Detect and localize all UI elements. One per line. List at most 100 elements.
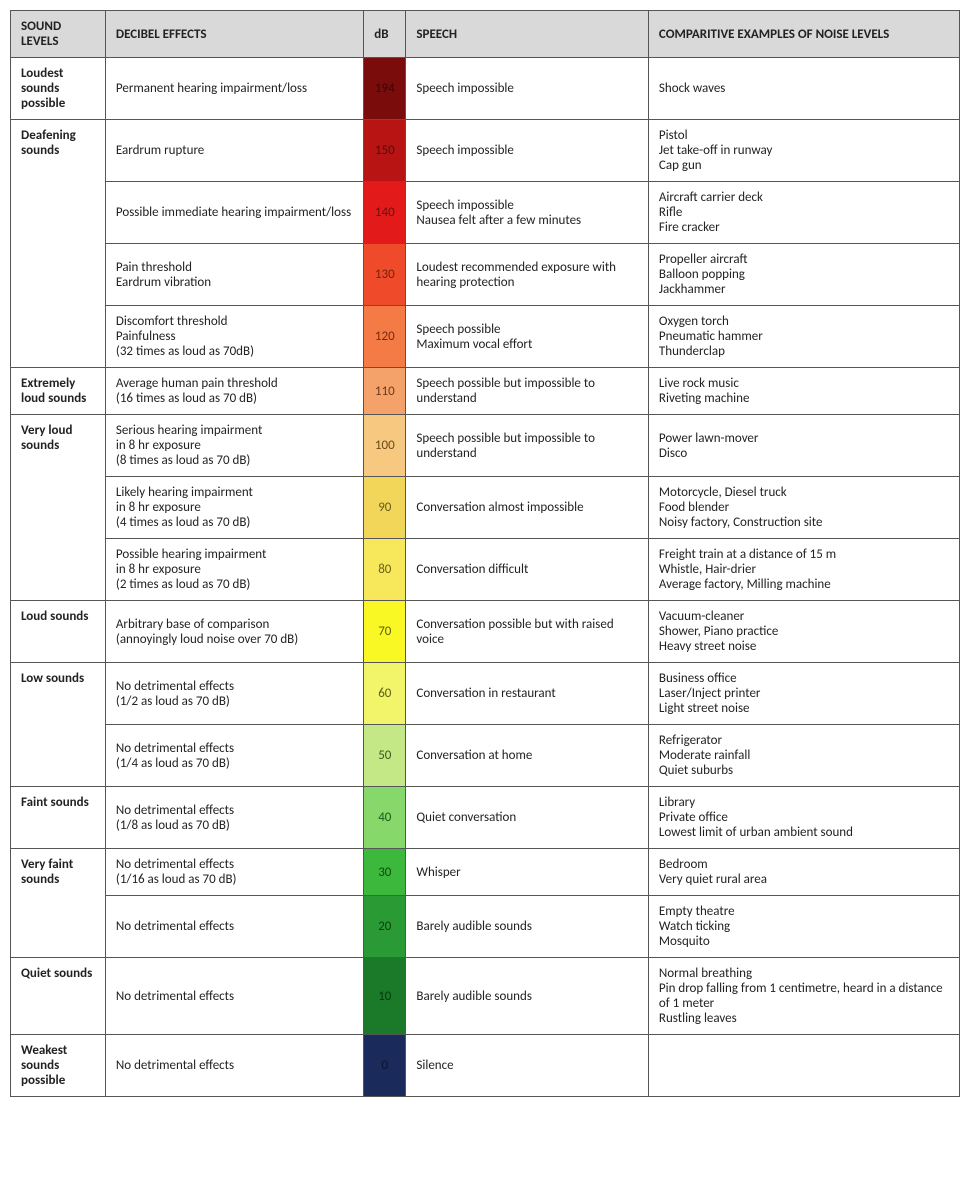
decibel-effects-cell: No detrimental effects	[105, 958, 363, 1035]
table-row: Quiet soundsNo detrimental effects10Bare…	[11, 958, 960, 1035]
db-cell: 50	[364, 725, 406, 787]
speech-cell: Conversation almost impossible	[406, 477, 649, 539]
examples-cell: Motorcycle, Diesel truckFood blenderNois…	[648, 477, 959, 539]
table-row: Low soundsNo detrimental effects(1/2 as …	[11, 663, 960, 725]
header-speech: SPEECH	[406, 11, 649, 58]
header-db: dB	[364, 11, 406, 58]
examples-cell: Normal breathingPin drop falling from 1 …	[648, 958, 959, 1035]
examples-cell: Propeller aircraftBalloon poppingJackham…	[648, 244, 959, 306]
sound-level-cell: Extremely loud sounds	[11, 368, 106, 415]
decibel-effects-cell: Average human pain threshold(16 times as…	[105, 368, 363, 415]
decibel-effects-cell: No detrimental effects	[105, 896, 363, 958]
db-cell: 110	[364, 368, 406, 415]
speech-cell: Loudest recommended exposure with hearin…	[406, 244, 649, 306]
sound-level-cell: Loud sounds	[11, 601, 106, 663]
speech-cell: Conversation possible but with raised vo…	[406, 601, 649, 663]
speech-cell: Barely audible sounds	[406, 896, 649, 958]
examples-cell: Live rock musicRiveting machine	[648, 368, 959, 415]
speech-cell: Speech impossibleNausea felt after a few…	[406, 182, 649, 244]
sound-level-cell: Very faint sounds	[11, 849, 106, 958]
examples-cell: Empty theatreWatch tickingMosquito	[648, 896, 959, 958]
sound-level-cell: Low sounds	[11, 663, 106, 787]
examples-cell	[648, 1035, 959, 1097]
table-row: Very loud soundsSerious hearing impairme…	[11, 415, 960, 477]
decibel-effects-cell: No detrimental effects(1/8 as loud as 70…	[105, 787, 363, 849]
table-row: Likely hearing impairmentin 8 hr exposur…	[11, 477, 960, 539]
decibel-effects-cell: Arbitrary base of comparison(annoyingly …	[105, 601, 363, 663]
db-cell: 80	[364, 539, 406, 601]
speech-cell: Barely audible sounds	[406, 958, 649, 1035]
table-row: Extremely loud soundsAverage human pain …	[11, 368, 960, 415]
examples-cell: Vacuum-cleanerShower, Piano practiceHeav…	[648, 601, 959, 663]
speech-cell: Speech impossible	[406, 58, 649, 120]
speech-cell: Speech possible but impossible to unders…	[406, 368, 649, 415]
db-cell: 120	[364, 306, 406, 368]
db-cell: 30	[364, 849, 406, 896]
sound-level-cell: Weakest sounds possible	[11, 1035, 106, 1097]
header-sound-levels: SOUND LEVELS	[11, 11, 106, 58]
table-row: Deafening soundsEardrum rupture150Speech…	[11, 120, 960, 182]
header-row: SOUND LEVELS DECIBEL EFFECTS dB SPEECH C…	[11, 11, 960, 58]
table-row: Possible immediate hearing impairment/lo…	[11, 182, 960, 244]
examples-cell: BedroomVery quiet rural area	[648, 849, 959, 896]
db-cell: 0	[364, 1035, 406, 1097]
table-row: Very faint soundsNo detrimental effects(…	[11, 849, 960, 896]
table-row: Pain thresholdEardrum vibration130Loudes…	[11, 244, 960, 306]
decibel-effects-cell: Possible hearing impairmentin 8 hr expos…	[105, 539, 363, 601]
examples-cell: LibraryPrivate officeLowest limit of urb…	[648, 787, 959, 849]
table-row: Weakest sounds possibleNo detrimental ef…	[11, 1035, 960, 1097]
table-row: Loudest sounds possiblePermanent hearing…	[11, 58, 960, 120]
db-cell: 70	[364, 601, 406, 663]
examples-cell: Oxygen torchPneumatic hammerThunderclap	[648, 306, 959, 368]
decibel-effects-cell: No detrimental effects(1/4 as loud as 70…	[105, 725, 363, 787]
decibel-effects-cell: Pain thresholdEardrum vibration	[105, 244, 363, 306]
speech-cell: Speech possibleMaximum vocal effort	[406, 306, 649, 368]
examples-cell: Aircraft carrier deckRifleFire cracker	[648, 182, 959, 244]
examples-cell: Business officeLaser/Inject printerLight…	[648, 663, 959, 725]
speech-cell: Conversation at home	[406, 725, 649, 787]
table-row: No detrimental effects(1/4 as loud as 70…	[11, 725, 960, 787]
speech-cell: Conversation difficult	[406, 539, 649, 601]
table-row: No detrimental effects20Barely audible s…	[11, 896, 960, 958]
db-cell: 100	[364, 415, 406, 477]
db-cell: 20	[364, 896, 406, 958]
sound-level-cell: Very loud sounds	[11, 415, 106, 601]
decibel-effects-cell: Serious hearing impairmentin 8 hr exposu…	[105, 415, 363, 477]
table-row: Discomfort thresholdPainfulness(32 times…	[11, 306, 960, 368]
sound-level-cell: Deafening sounds	[11, 120, 106, 368]
db-cell: 10	[364, 958, 406, 1035]
table-row: Possible hearing impairmentin 8 hr expos…	[11, 539, 960, 601]
sound-level-cell: Quiet sounds	[11, 958, 106, 1035]
header-examples: COMPARITIVE EXAMPLES OF NOISE LEVELS	[648, 11, 959, 58]
speech-cell: Speech possible but impossible to unders…	[406, 415, 649, 477]
table-row: Loud soundsArbitrary base of comparison(…	[11, 601, 960, 663]
examples-cell: Freight train at a distance of 15 mWhist…	[648, 539, 959, 601]
decibel-effects-cell: No detrimental effects(1/16 as loud as 7…	[105, 849, 363, 896]
sound-level-cell: Faint sounds	[11, 787, 106, 849]
speech-cell: Silence	[406, 1035, 649, 1097]
db-cell: 40	[364, 787, 406, 849]
db-cell: 140	[364, 182, 406, 244]
examples-cell: RefrigeratorModerate rainfallQuiet subur…	[648, 725, 959, 787]
db-cell: 90	[364, 477, 406, 539]
speech-cell: Whisper	[406, 849, 649, 896]
decibel-effects-cell: No detrimental effects(1/2 as loud as 70…	[105, 663, 363, 725]
decibel-table: SOUND LEVELS DECIBEL EFFECTS dB SPEECH C…	[10, 10, 960, 1097]
decibel-effects-cell: Discomfort thresholdPainfulness(32 times…	[105, 306, 363, 368]
speech-cell: Quiet conversation	[406, 787, 649, 849]
speech-cell: Speech impossible	[406, 120, 649, 182]
db-cell: 150	[364, 120, 406, 182]
db-cell: 60	[364, 663, 406, 725]
sound-level-cell: Loudest sounds possible	[11, 58, 106, 120]
table-row: Faint soundsNo detrimental effects(1/8 a…	[11, 787, 960, 849]
db-cell: 130	[364, 244, 406, 306]
decibel-effects-cell: Permanent hearing impairment/loss	[105, 58, 363, 120]
decibel-effects-cell: Likely hearing impairmentin 8 hr exposur…	[105, 477, 363, 539]
header-decibel-effects: DECIBEL EFFECTS	[105, 11, 363, 58]
decibel-effects-cell: No detrimental effects	[105, 1035, 363, 1097]
examples-cell: Shock waves	[648, 58, 959, 120]
db-cell: 194	[364, 58, 406, 120]
speech-cell: Conversation in restaurant	[406, 663, 649, 725]
decibel-effects-cell: Possible immediate hearing impairment/lo…	[105, 182, 363, 244]
decibel-effects-cell: Eardrum rupture	[105, 120, 363, 182]
